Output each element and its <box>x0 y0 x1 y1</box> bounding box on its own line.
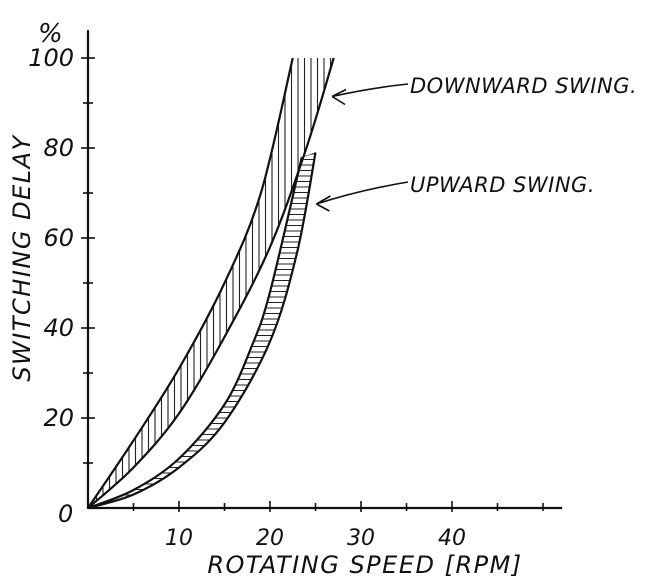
downward-swing-band <box>87 57 335 509</box>
y-axis-label: SWITCHING DELAY <box>8 133 36 381</box>
downward-swing-hatching <box>89 58 332 508</box>
origin-label: 0 <box>58 500 73 528</box>
y-tick-label: 100 <box>28 44 74 72</box>
axes: 20 40 60 80 100 10 20 30 40 0 <box>28 29 563 551</box>
y-tick-label: 60 <box>43 224 74 252</box>
x-tick-label: 40 <box>438 526 466 551</box>
axis-tick-labels: 20 40 60 80 100 10 20 30 40 0 <box>28 44 466 551</box>
y-tick-label: 80 <box>43 134 74 162</box>
x-axis-label: ROTATING SPEED [RPM] <box>207 551 522 579</box>
upward-swing-label: UPWARD SWING. <box>410 173 595 197</box>
axis-ticks <box>81 57 544 512</box>
upward-swing-upper-curve <box>87 156 303 510</box>
annotations: DOWNWARD SWING. UPWARD SWING. <box>316 74 637 212</box>
x-tick-label: 20 <box>256 526 284 551</box>
downward-swing-upper-curve <box>87 57 294 509</box>
y-tick-label: 40 <box>43 314 74 342</box>
y-tick-label: 20 <box>43 404 74 432</box>
x-tick-label: 10 <box>165 526 193 551</box>
x-tick-label: 30 <box>347 526 375 551</box>
downward-swing-leader <box>331 83 409 106</box>
y-axis-unit: % <box>38 19 63 49</box>
downward-swing-label: DOWNWARD SWING. <box>410 74 637 98</box>
bands <box>87 57 335 510</box>
upward-swing-leader <box>316 181 409 212</box>
upward-swing-lower-curve <box>87 152 317 510</box>
downward-swing-lower-curve <box>87 57 335 509</box>
